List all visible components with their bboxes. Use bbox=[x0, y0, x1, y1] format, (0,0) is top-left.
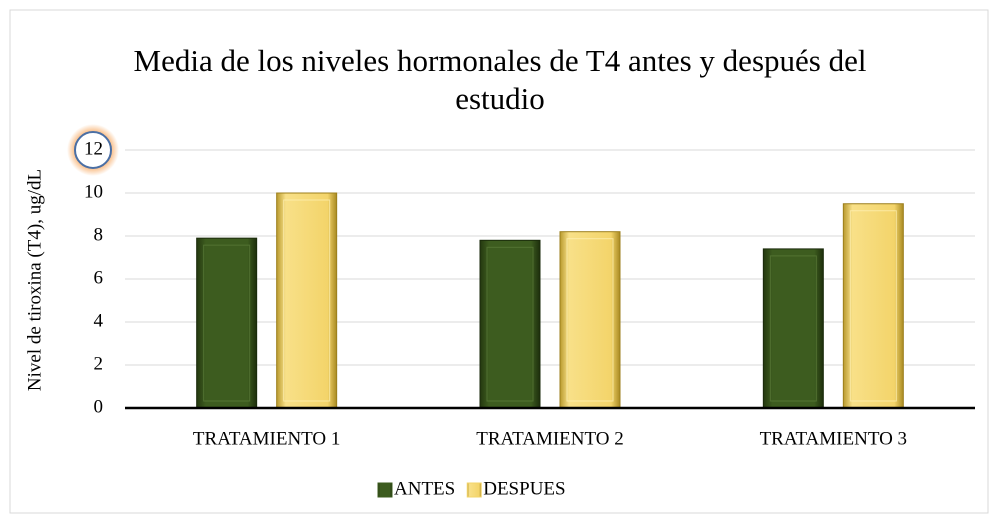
bar-bevel bbox=[849, 210, 897, 402]
bar bbox=[276, 192, 338, 409]
y-tick-label: 12 bbox=[84, 138, 103, 159]
bar-bevel bbox=[203, 244, 251, 402]
legend-label: DESPUES bbox=[483, 478, 565, 499]
y-axis-label: Nivel de tiroxina (T4), ug/dL bbox=[24, 169, 45, 391]
x-tick-label: TRATAMIENTO 3 bbox=[760, 428, 907, 449]
bar-bevel bbox=[769, 255, 817, 402]
y-tick-label: 4 bbox=[94, 310, 104, 331]
chart-frame bbox=[9, 9, 989, 514]
bar bbox=[842, 203, 904, 409]
x-tick-label: TRATAMIENTO 1 bbox=[193, 428, 340, 449]
y-tick-label: 0 bbox=[94, 396, 104, 417]
legend-label: ANTES bbox=[394, 478, 455, 499]
y-tick-label: 2 bbox=[94, 353, 104, 374]
bar bbox=[196, 237, 258, 409]
bar bbox=[479, 239, 541, 409]
highlight-circle bbox=[74, 131, 112, 169]
bar-bevel bbox=[486, 246, 534, 402]
bar bbox=[762, 248, 824, 409]
chart-title: Media de los niveles hormonales de T4 an… bbox=[133, 43, 867, 116]
bar-bevel bbox=[566, 238, 614, 402]
legend-swatch bbox=[377, 482, 393, 498]
bar-bevel bbox=[283, 199, 331, 402]
legend-swatch bbox=[466, 482, 482, 498]
y-tick-label: 6 bbox=[94, 267, 104, 288]
y-tick-label: 8 bbox=[94, 224, 104, 245]
x-tick-label: TRATAMIENTO 2 bbox=[476, 428, 623, 449]
bar bbox=[559, 231, 621, 409]
y-tick-label: 10 bbox=[84, 181, 103, 202]
